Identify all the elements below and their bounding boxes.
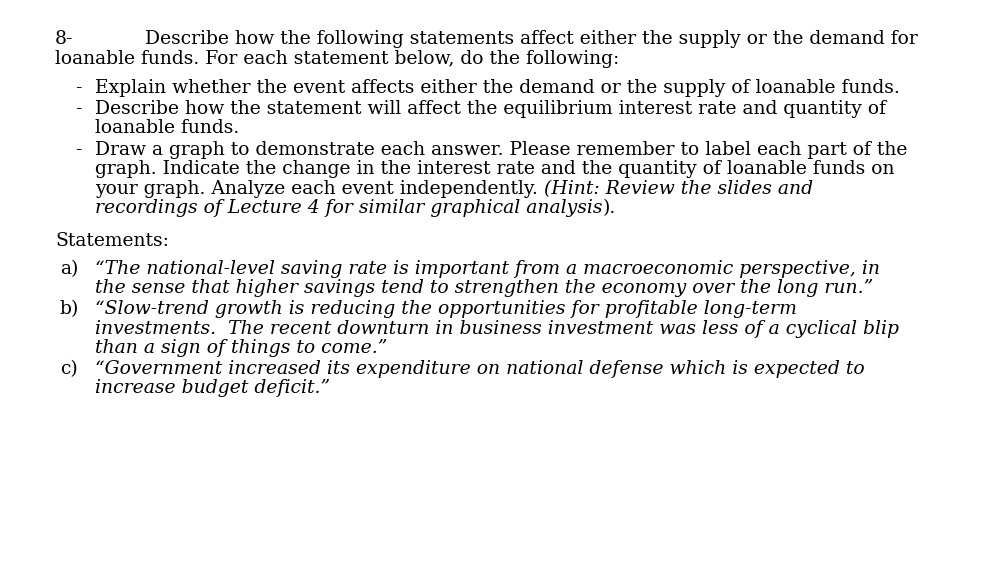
- Text: Explain whether the event affects either the demand or the supply of loanable fu: Explain whether the event affects either…: [95, 79, 900, 97]
- Text: your graph. Analyze each event independently.: your graph. Analyze each event independe…: [95, 180, 543, 197]
- Text: increase budget deficit.”: increase budget deficit.”: [95, 379, 331, 397]
- Text: investments.  The recent downturn in business investment was less of a cyclical : investments. The recent downturn in busi…: [95, 319, 899, 338]
- Text: ).: ).: [602, 199, 616, 217]
- Text: “Government increased its expenditure on national defense which is expected to: “Government increased its expenditure on…: [95, 360, 864, 378]
- Text: graph. Indicate the change in the interest rate and the quantity of loanable fun: graph. Indicate the change in the intere…: [95, 160, 895, 178]
- Text: recordings of Lecture 4 for similar graphical analysis: recordings of Lecture 4 for similar grap…: [95, 199, 602, 217]
- Text: than a sign of things to come.”: than a sign of things to come.”: [95, 339, 387, 357]
- Text: -: -: [75, 141, 81, 159]
- Text: Draw a graph to demonstrate each answer. Please remember to label each part of t: Draw a graph to demonstrate each answer.…: [95, 141, 907, 159]
- Text: 8-: 8-: [55, 30, 74, 48]
- Text: “Slow-trend growth is reducing the opportunities for profitable long-term: “Slow-trend growth is reducing the oppor…: [95, 300, 797, 318]
- Text: loanable funds. For each statement below, do the following:: loanable funds. For each statement below…: [55, 49, 619, 67]
- Text: b): b): [60, 300, 79, 318]
- Text: Statements:: Statements:: [55, 232, 169, 250]
- Text: -: -: [75, 100, 81, 118]
- Text: -: -: [75, 79, 81, 97]
- Text: loanable funds.: loanable funds.: [95, 120, 239, 137]
- Text: “The national-level saving rate is important from a macroeconomic perspective, i: “The national-level saving rate is impor…: [95, 260, 880, 278]
- Text: the sense that higher savings tend to strengthen the economy over the long run.”: the sense that higher savings tend to st…: [95, 280, 873, 297]
- Text: Describe how the statement will affect the equilibrium interest rate and quantit: Describe how the statement will affect t…: [95, 100, 886, 118]
- Text: (Hint: Review the slides and: (Hint: Review the slides and: [543, 180, 813, 197]
- Text: c): c): [60, 360, 77, 378]
- Text: a): a): [60, 260, 78, 278]
- Text: Describe how the following statements affect either the supply or the demand for: Describe how the following statements af…: [145, 30, 918, 48]
